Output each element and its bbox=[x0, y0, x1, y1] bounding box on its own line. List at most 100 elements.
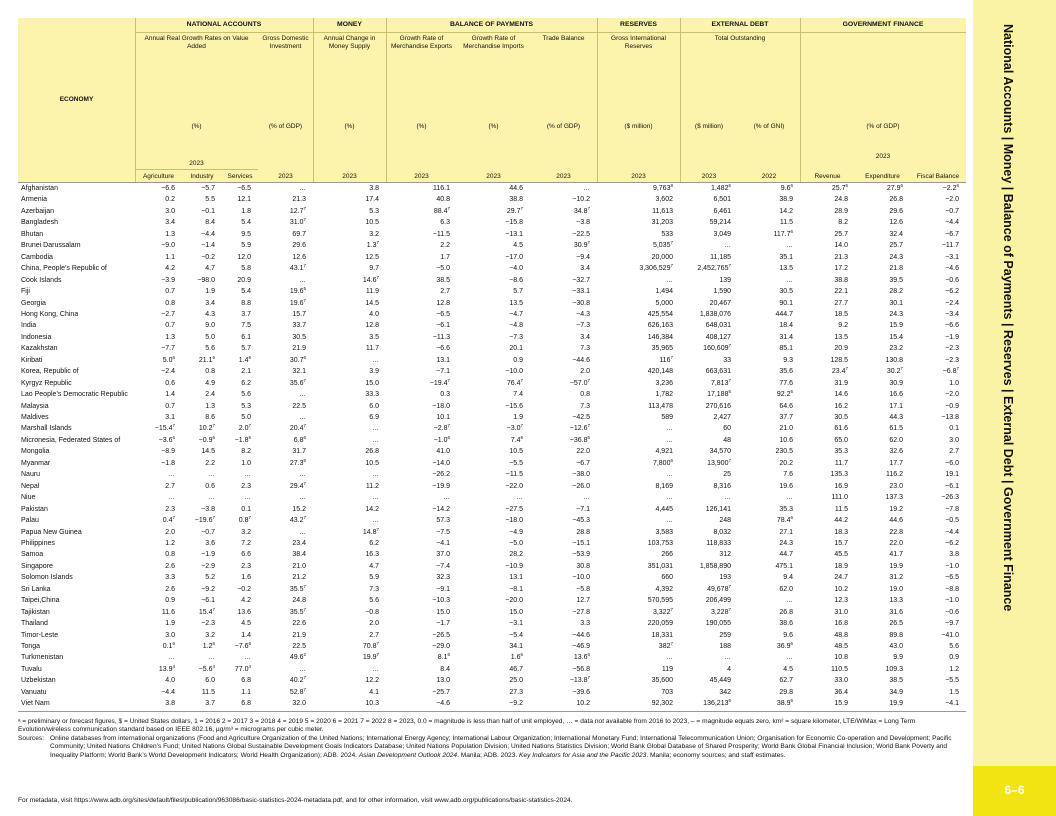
value: 13.9 bbox=[158, 665, 173, 673]
data-cell: −14.0 bbox=[432, 459, 450, 467]
data-cell: 118,833 bbox=[706, 539, 731, 547]
data-cell: −12.67 bbox=[530, 423, 597, 434]
value: 23.4 bbox=[831, 368, 846, 376]
data-cell: 126,141 bbox=[705, 505, 731, 513]
data-cell: −26.0 bbox=[572, 482, 590, 490]
data-cell: 16.9 bbox=[834, 482, 848, 490]
data-cell: −8.1 bbox=[509, 585, 523, 593]
data-cell: … bbox=[372, 356, 379, 364]
value: −7.6 bbox=[234, 643, 249, 650]
data-cell: 12.7 bbox=[576, 597, 590, 605]
subheader: Growth Rate of Merchandise Exports bbox=[390, 35, 453, 50]
data-cell: 3,2287 bbox=[680, 607, 738, 618]
data-cell: 3.5 bbox=[369, 333, 379, 341]
data-cell: −15.1 bbox=[572, 539, 590, 547]
data-cell: 2.1 bbox=[241, 368, 251, 376]
data-cell: −9.2 bbox=[509, 700, 523, 708]
data-cell: 2.7 bbox=[440, 288, 450, 296]
data-cell: … bbox=[299, 494, 306, 502]
rule bbox=[18, 710, 966, 712]
data-cell: 32.1 bbox=[292, 368, 306, 376]
data-cell: 136,2136 bbox=[680, 698, 738, 709]
data-cell: −1.8 bbox=[161, 459, 175, 467]
data-cell: 5.6 bbox=[949, 643, 959, 650]
data-cell: 23.4 bbox=[292, 539, 306, 547]
data-cell: −11.5 bbox=[432, 230, 450, 238]
data-cell: 15.7 bbox=[292, 310, 306, 318]
value: 1.4 bbox=[238, 356, 249, 364]
data-cell: 48 bbox=[723, 436, 731, 444]
group-header: MONEY bbox=[337, 21, 362, 28]
note-mark: 7 bbox=[520, 423, 523, 429]
data-cell: 31,203 bbox=[651, 219, 673, 227]
value: 19.9 bbox=[362, 654, 377, 662]
data-cell: 0.7 bbox=[165, 322, 175, 330]
data-cell: 4.2 bbox=[241, 597, 251, 605]
data-cell: 49,6787 bbox=[680, 584, 738, 595]
note-mark: 7 bbox=[670, 641, 673, 646]
data-cell: −4.7 bbox=[509, 310, 523, 318]
economy-name: Lao People’s Democratic Republic bbox=[21, 391, 128, 399]
data-cell: 248 bbox=[719, 517, 731, 525]
note-mark: 6 bbox=[790, 183, 793, 188]
data-cell: −6.2 bbox=[945, 539, 959, 547]
data-cell: 35.1 bbox=[779, 253, 793, 261]
data-cell: … bbox=[666, 517, 673, 525]
economy-header: ECONOMY bbox=[59, 96, 94, 103]
note-mark: 6 bbox=[172, 354, 175, 360]
data-cell: −5.4 bbox=[509, 631, 523, 639]
data-cell: −1.4 bbox=[201, 242, 215, 250]
column-header: Agriculture bbox=[142, 173, 175, 180]
data-cell: 20,000 bbox=[651, 253, 673, 261]
data-cell: −7.3 bbox=[509, 333, 523, 341]
data-cell: 7,8006 bbox=[597, 458, 680, 469]
value: 9,763 bbox=[652, 185, 671, 192]
data-cell: 1.4 bbox=[241, 631, 251, 639]
data-cell: −4.3 bbox=[576, 310, 590, 318]
data-cell: 3.8 bbox=[165, 700, 175, 708]
data-cell: −7.1 bbox=[576, 505, 590, 513]
value: 10.2 bbox=[198, 425, 213, 433]
data-cell: 13.0 bbox=[436, 677, 450, 685]
rule bbox=[680, 18, 681, 182]
data-cell: 33.3 bbox=[365, 391, 379, 399]
data-cell: … bbox=[299, 471, 306, 479]
data-cell: −30.8 bbox=[572, 299, 590, 307]
data-cell: −0.96 bbox=[182, 435, 222, 446]
data-cell: 21.2 bbox=[292, 574, 306, 582]
data-cell: 2.2 bbox=[440, 242, 450, 250]
data-cell: 26.8 bbox=[365, 448, 379, 456]
data-cell: 2.0 bbox=[369, 620, 379, 628]
data-cell: 41.7 bbox=[889, 551, 903, 559]
data-cell: 1167 bbox=[597, 355, 680, 366]
note-mark: 6 bbox=[303, 457, 306, 463]
data-cell: 0.1 bbox=[241, 505, 251, 513]
data-cell: 31.0 bbox=[834, 608, 848, 616]
data-cell: −10.0 bbox=[505, 368, 523, 376]
data-cell: 6.8 bbox=[241, 700, 251, 708]
data-cell: 8,169 bbox=[655, 482, 673, 490]
data-cell: −2.0 bbox=[945, 196, 959, 204]
data-cell: −4.4 bbox=[945, 528, 959, 536]
note-mark: 6 bbox=[670, 457, 673, 463]
data-cell: 1.0 bbox=[241, 459, 251, 467]
data-cell: 0.6 bbox=[165, 379, 175, 387]
data-cell: −0.1 bbox=[201, 207, 215, 215]
unit-label: (%) bbox=[191, 123, 202, 130]
note-mark: 7 bbox=[376, 274, 379, 280]
data-cell: 1.2 bbox=[949, 665, 959, 673]
data-cell: −18.0 bbox=[432, 402, 450, 410]
economy-name: Armenia bbox=[21, 196, 48, 204]
data-cell: 30.5 bbox=[779, 288, 793, 296]
data-cell: 1.1 bbox=[165, 253, 175, 261]
data-cell: −20.0 bbox=[505, 597, 523, 605]
data-cell: 648,031 bbox=[705, 322, 731, 330]
data-cell: 27.36 bbox=[258, 458, 313, 469]
data-cell: 14.67 bbox=[313, 275, 386, 286]
data-cell: 137.3 bbox=[885, 494, 903, 502]
economy-name: Tajikistan bbox=[21, 608, 50, 616]
data-cell: −45.3 bbox=[572, 517, 590, 525]
economy-name: Taipei,China bbox=[21, 597, 60, 605]
data-cell: 19.9 bbox=[889, 562, 903, 570]
data-cell: 77.04 bbox=[222, 664, 258, 675]
